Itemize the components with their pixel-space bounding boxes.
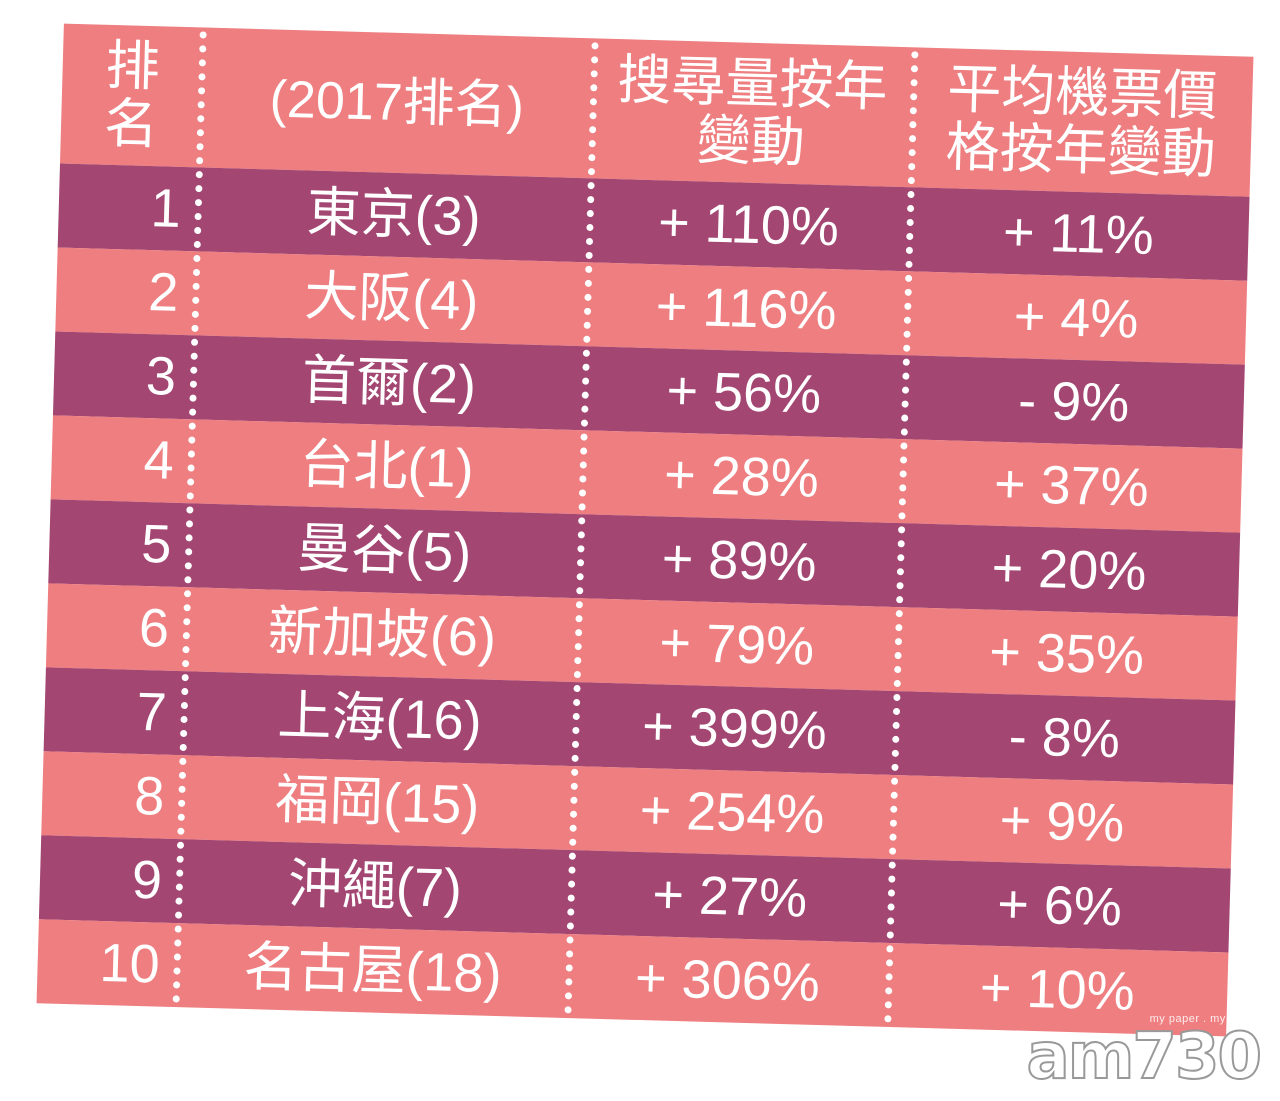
- search-change-cell: + 306%: [634, 947, 821, 1014]
- search-change-cell: + 89%: [661, 528, 818, 593]
- rank-cell: 5: [140, 513, 173, 575]
- price-change-cell: + 35%: [988, 621, 1145, 686]
- city-cell: 首爾(2): [301, 350, 477, 416]
- price-change-cell: - 9%: [1017, 370, 1131, 434]
- rank-cell: 6: [138, 597, 170, 659]
- city-cell: 上海(16): [276, 685, 483, 752]
- header-price-label: 平均機票價格按年變動: [944, 58, 1219, 185]
- price-change-cell: + 4%: [1012, 286, 1140, 350]
- rank-cell: 9: [131, 849, 163, 911]
- watermark: my paper . my paper am730: [1026, 1013, 1263, 1094]
- price-change-cell: - 8%: [1008, 706, 1121, 770]
- search-change-cell: + 79%: [658, 612, 815, 677]
- rank-cell: 2: [147, 262, 180, 323]
- header-price-change: 平均機票價格按年變動: [910, 47, 1254, 196]
- price-change-cell: + 37%: [993, 453, 1150, 519]
- header-city: (2017排名): [200, 27, 594, 178]
- rank-cell: 10: [98, 932, 161, 995]
- header-rank-label: 排名: [103, 35, 161, 156]
- ranking-table: 排名 (2017排名) 搜尋量按年變動 平均機票價格按年變動 1 東京(3) + 1…: [36, 17, 1254, 1038]
- city-cell: 福岡(15): [274, 769, 481, 836]
- city-cell: 新加坡(6): [267, 601, 497, 668]
- city-cell: 台北(1): [298, 434, 475, 500]
- search-change-cell: + 56%: [665, 360, 822, 425]
- city-cell: 沖繩(7): [287, 854, 463, 920]
- rank-cell: 7: [135, 681, 168, 743]
- city-cell: 名古屋(18): [242, 936, 503, 1005]
- price-change-cell: + 20%: [990, 537, 1148, 603]
- search-change-cell: + 110%: [657, 192, 840, 258]
- rank-cell: 4: [142, 429, 175, 491]
- search-change-cell: + 399%: [641, 696, 828, 762]
- search-change-cell: + 27%: [651, 864, 808, 929]
- price-change-cell: + 6%: [996, 873, 1123, 938]
- price-change-cell: + 9%: [998, 790, 1126, 854]
- rank-cell: 8: [133, 765, 166, 827]
- watermark-tagline: my paper . my paper: [1149, 1013, 1260, 1025]
- price-change-cell: + 11%: [1002, 201, 1155, 267]
- header-search-change: 搜尋量按年變動: [590, 38, 914, 187]
- rank-cell: 1: [149, 178, 182, 239]
- search-change-cell: + 254%: [639, 779, 826, 846]
- header-search-label: 搜尋量按年變動: [616, 49, 889, 174]
- search-change-cell: + 116%: [655, 276, 838, 342]
- watermark-logo: am730: [1026, 1020, 1263, 1094]
- search-change-cell: + 28%: [663, 444, 820, 509]
- city-cell: 東京(3): [305, 182, 482, 248]
- header-city-label: (2017排名): [268, 70, 525, 136]
- rank-cell: 3: [145, 346, 177, 407]
- header-rank: 排名: [60, 24, 204, 168]
- city-cell: 曼谷(5): [296, 518, 473, 584]
- city-cell: 大阪(4): [303, 266, 480, 332]
